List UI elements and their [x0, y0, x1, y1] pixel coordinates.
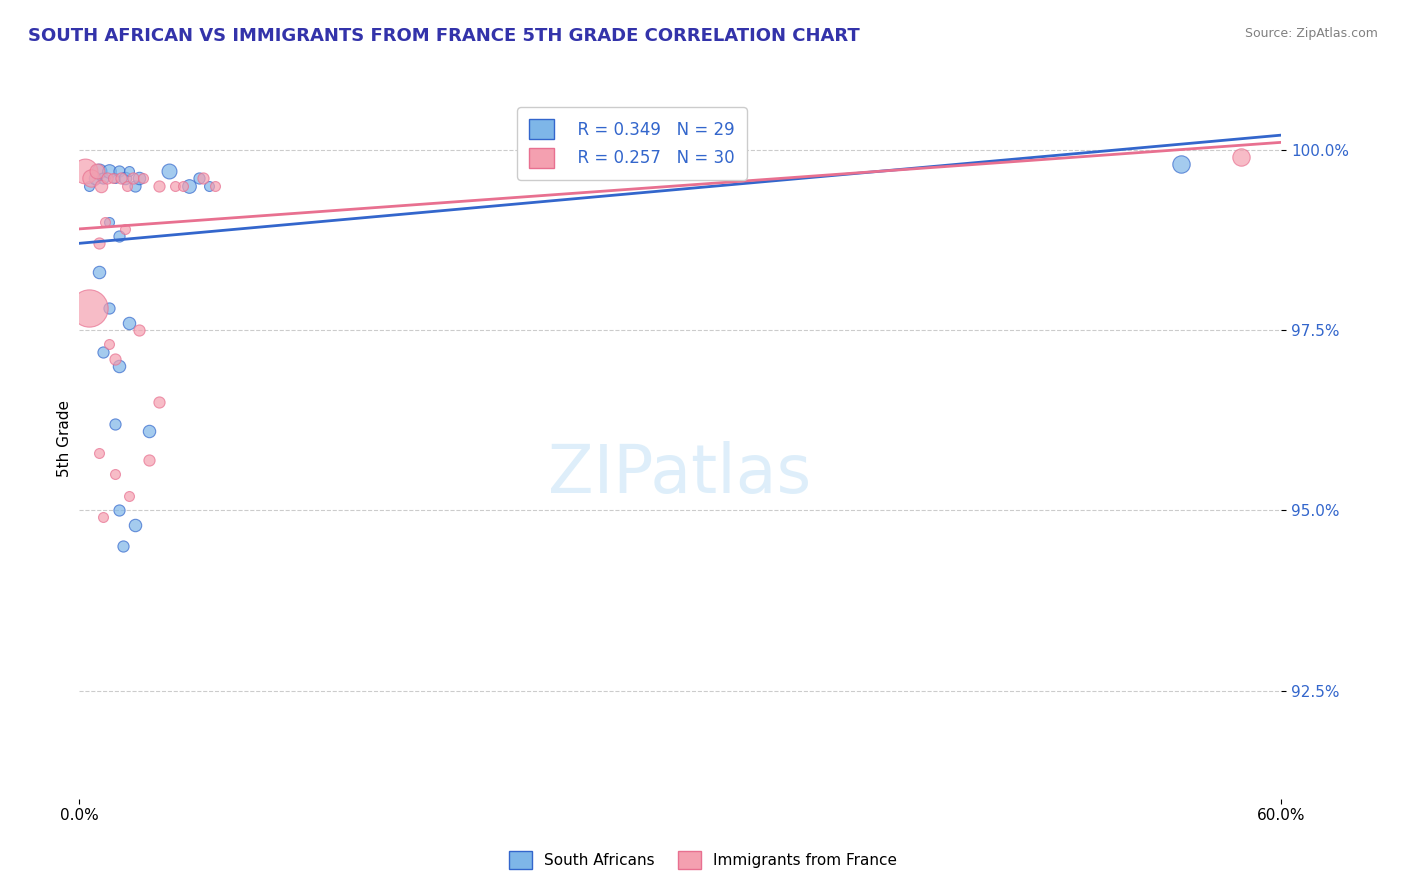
Point	[148, 395, 170, 409]
Text: SOUTH AFRICAN VS IMMIGRANTS FROM FRANCE 5TH GRADE CORRELATION CHART: SOUTH AFRICAN VS IMMIGRANTS FROM FRANCE …	[28, 27, 860, 45]
Point	[89, 164, 111, 178]
Point	[118, 316, 141, 330]
Point	[204, 178, 226, 193]
Point	[118, 164, 141, 178]
Point	[98, 164, 121, 178]
Point	[172, 178, 194, 193]
Point	[124, 517, 146, 532]
Point	[1170, 157, 1192, 171]
Point	[80, 171, 103, 186]
Point	[193, 171, 215, 186]
Point	[84, 171, 107, 186]
Text: Source: ZipAtlas.com: Source: ZipAtlas.com	[1244, 27, 1378, 40]
Point	[104, 467, 127, 482]
Point	[98, 842, 121, 856]
Point	[138, 452, 160, 467]
Point	[157, 164, 180, 178]
Point	[89, 445, 111, 459]
Point	[96, 171, 118, 186]
Point	[75, 164, 97, 178]
Point	[118, 489, 141, 503]
Point	[91, 510, 114, 524]
Point	[89, 236, 111, 251]
Point	[110, 171, 132, 186]
Point	[122, 171, 145, 186]
Point	[104, 417, 127, 431]
Point	[114, 171, 136, 186]
Point	[77, 301, 100, 316]
Point	[91, 171, 114, 186]
Point	[101, 171, 124, 186]
Point	[89, 265, 111, 279]
Point	[112, 539, 135, 553]
Point	[98, 301, 121, 316]
Point	[124, 178, 146, 193]
Point	[77, 178, 100, 193]
Point	[188, 171, 211, 186]
Point	[108, 229, 131, 244]
Point	[179, 178, 201, 193]
Point	[132, 171, 155, 186]
Text: ZIPatlas: ZIPatlas	[548, 442, 811, 508]
Point	[90, 178, 112, 193]
Point	[98, 337, 121, 351]
Y-axis label: 5th Grade: 5th Grade	[58, 400, 72, 476]
Point	[115, 178, 138, 193]
Point	[94, 215, 117, 229]
Point	[98, 215, 121, 229]
Point	[98, 863, 121, 878]
Point	[108, 503, 131, 517]
Point	[108, 164, 131, 178]
Point	[128, 323, 150, 337]
Point	[148, 178, 170, 193]
Point	[104, 171, 127, 186]
Point	[198, 178, 221, 193]
Point	[91, 344, 114, 359]
Point	[108, 359, 131, 373]
Point	[86, 164, 108, 178]
Legend:   R = 0.349   N = 29,   R = 0.257   N = 30: R = 0.349 N = 29, R = 0.257 N = 30	[517, 107, 747, 180]
Legend: South Africans, Immigrants from France: South Africans, Immigrants from France	[503, 845, 903, 875]
Point	[104, 351, 127, 366]
Point	[128, 171, 150, 186]
Point	[114, 222, 136, 236]
Point	[138, 424, 160, 438]
Point	[165, 178, 187, 193]
Point	[1230, 150, 1253, 164]
